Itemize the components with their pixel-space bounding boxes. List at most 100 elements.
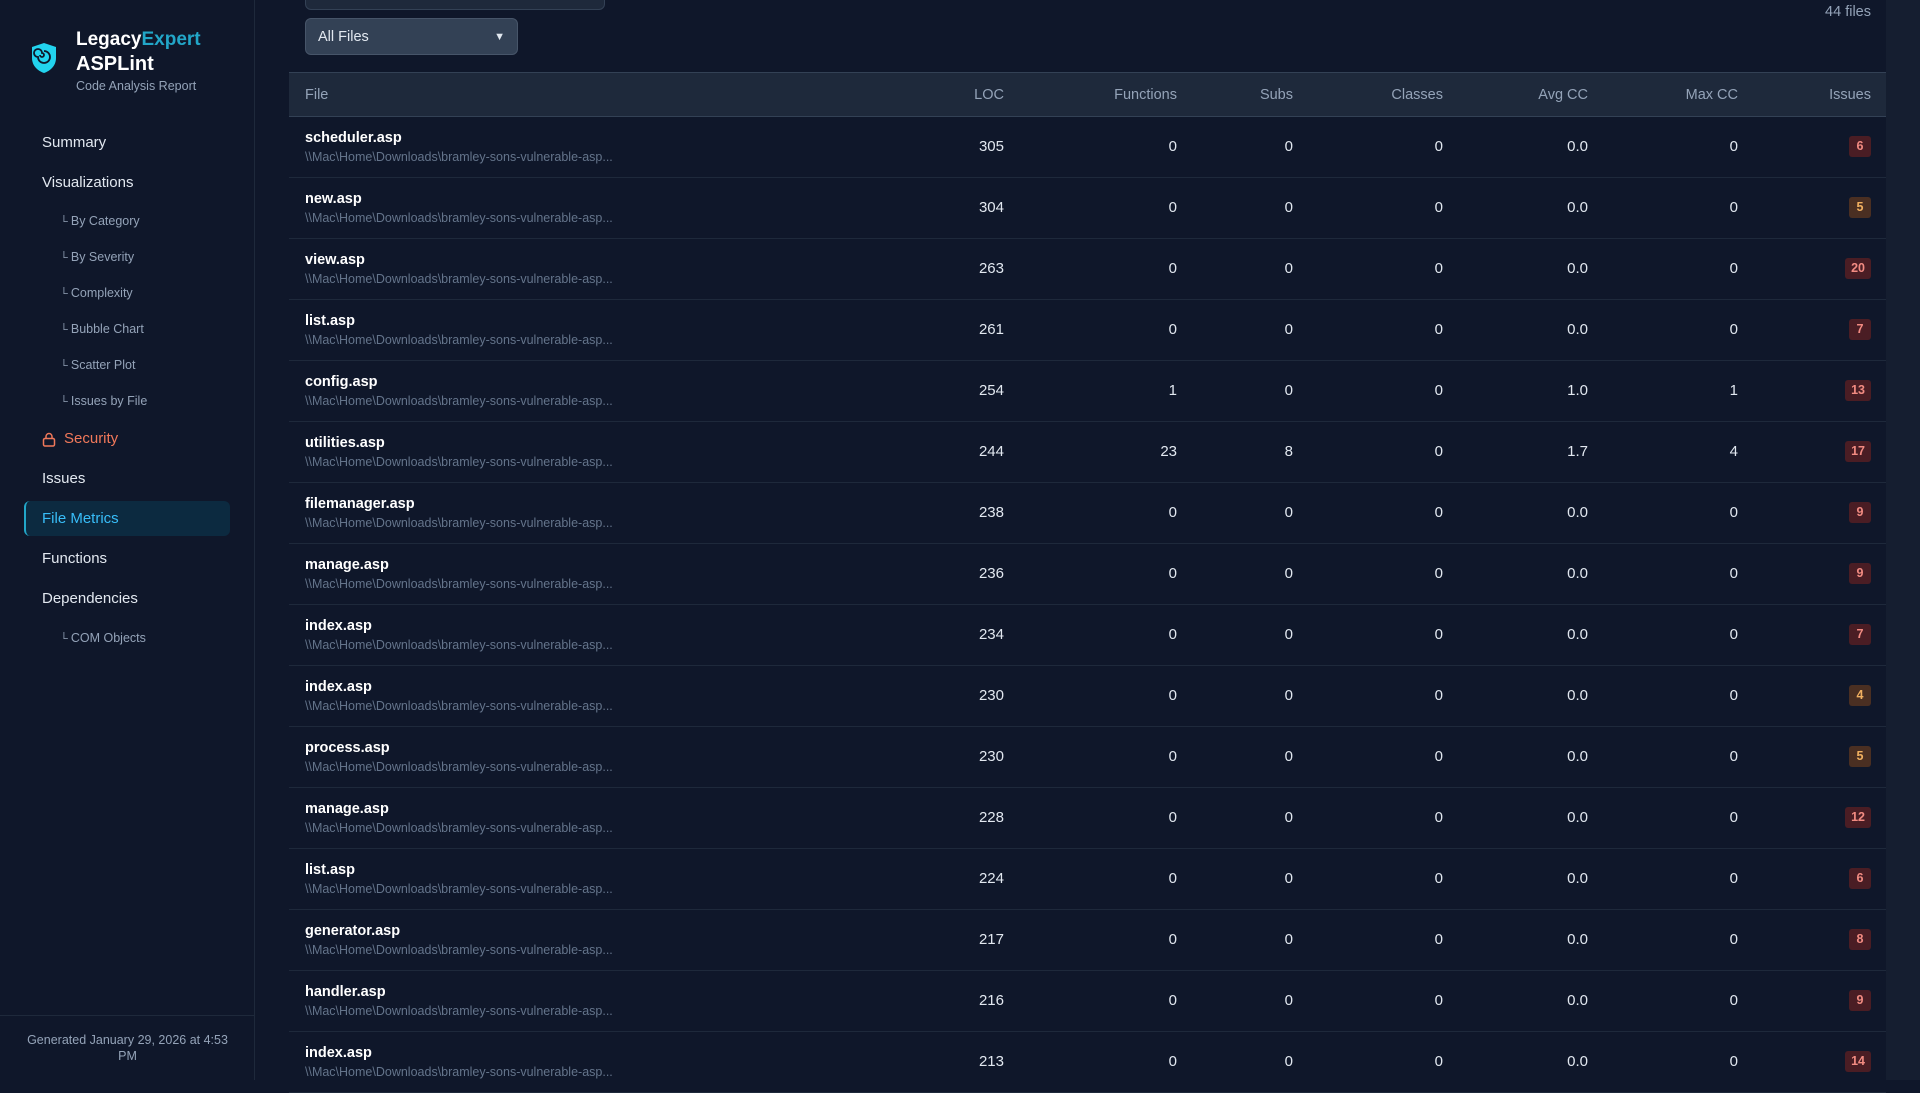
cell-functions: 0 (1168, 626, 1177, 643)
file-filter-select[interactable]: All Files ▼ (305, 18, 518, 55)
table-row[interactable]: list.asp \\Mac\Home\Downloads\bramley-son… (289, 300, 1886, 361)
cell-classes: 0 (1434, 565, 1443, 582)
col-functions[interactable]: Functions (1114, 87, 1177, 103)
file-count: 44 files (1825, 4, 1871, 20)
cell-loc: 224 (978, 870, 1004, 887)
table-row[interactable]: config.asp \\Mac\Home\Downloads\bramley-s… (289, 361, 1886, 422)
brand-subtitle: Code Analysis Report (76, 79, 197, 93)
cell-classes: 0 (1434, 931, 1443, 948)
file-name: config.asp (305, 374, 378, 390)
cell-subs: 0 (1284, 809, 1293, 826)
cell-max-cc: 0 (1729, 1053, 1738, 1070)
cell-classes: 0 (1434, 992, 1443, 1009)
table-row[interactable]: index.asp \\Mac\Home\Downloads\bramley-so… (289, 666, 1886, 727)
nav-issues-by-file[interactable]: Issues by File (60, 393, 147, 410)
issues-badge: 8 (1849, 929, 1871, 950)
cell-loc: 305 (978, 138, 1004, 155)
lock-icon (42, 432, 56, 447)
cell-loc: 230 (978, 687, 1004, 704)
scrollbar[interactable] (1886, 0, 1920, 1080)
cell-subs: 0 (1284, 504, 1293, 521)
table-row[interactable]: view.asp \\Mac\Home\Downloads\bramley-son… (289, 239, 1886, 300)
cell-subs: 0 (1284, 382, 1293, 399)
nav-dependencies[interactable]: Dependencies (42, 590, 138, 607)
cell-subs: 0 (1284, 931, 1293, 948)
cell-subs: 0 (1284, 565, 1293, 582)
cell-classes: 0 (1434, 870, 1443, 887)
col-issues[interactable]: Issues (1829, 87, 1871, 103)
table-row[interactable]: index.asp \\Mac\Home\Downloads\bramley-so… (289, 605, 1886, 666)
col-classes[interactable]: Classes (1391, 87, 1443, 103)
cell-functions: 0 (1168, 321, 1177, 338)
chevron-down-icon: ▼ (494, 30, 505, 43)
table-row[interactable]: index.asp \\Mac\Home\Downloads\bramley-so… (289, 1032, 1886, 1093)
issues-badge: 9 (1849, 563, 1871, 584)
cell-max-cc: 0 (1729, 687, 1738, 704)
table-row[interactable]: new.asp \\Mac\Home\Downloads\bramley-sons… (289, 178, 1886, 239)
issues-badge: 6 (1849, 136, 1871, 157)
col-max-cc[interactable]: Max CC (1685, 87, 1738, 103)
nav-issues[interactable]: Issues (42, 470, 86, 487)
cell-classes: 0 (1434, 321, 1443, 338)
table-row[interactable]: scheduler.asp \\Mac\Home\Downloads\bramle… (289, 117, 1886, 178)
cell-loc: 261 (978, 321, 1004, 338)
cell-loc: 213 (978, 1053, 1004, 1070)
file-path: \\Mac\Home\Downloads\bramley-sons-vulner… (305, 699, 613, 713)
cell-avg-cc: 1.0 (1567, 382, 1588, 399)
col-subs[interactable]: Subs (1259, 87, 1293, 103)
cell-max-cc: 0 (1729, 321, 1738, 338)
table-row[interactable]: process.asp \\Mac\Home\Downloads\bramley-… (289, 727, 1886, 788)
cell-functions: 0 (1168, 1053, 1177, 1070)
nav-by-severity[interactable]: By Severity (60, 249, 134, 266)
search-input[interactable] (305, 0, 605, 10)
file-path: \\Mac\Home\Downloads\bramley-sons-vulner… (305, 1004, 613, 1018)
table-row[interactable]: handler.asp \\Mac\Home\Downloads\bramley-… (289, 971, 1886, 1032)
cell-subs: 0 (1284, 748, 1293, 765)
cell-loc: 217 (978, 931, 1004, 948)
cell-max-cc: 0 (1729, 260, 1738, 277)
nav-complexity[interactable]: Complexity (60, 285, 133, 302)
nav-by-category[interactable]: By Category (60, 213, 140, 230)
nav-visualizations[interactable]: Visualizations (42, 174, 134, 191)
table-row[interactable]: manage.asp \\Mac\Home\Downloads\bramley-s… (289, 788, 1886, 849)
cell-max-cc: 0 (1729, 809, 1738, 826)
nav-file-metrics[interactable]: File Metrics (42, 510, 119, 527)
cell-max-cc: 0 (1729, 565, 1738, 582)
col-file[interactable]: File (305, 87, 329, 103)
nav-security[interactable]: Security (42, 430, 118, 448)
file-name: handler.asp (305, 984, 386, 1000)
table-row[interactable]: filemanager.asp \\Mac\Home\Downloads\bram… (289, 483, 1886, 544)
table-row[interactable]: utilities.asp \\Mac\Home\Downloads\bramle… (289, 422, 1886, 483)
nav-com-objects[interactable]: COM Objects (60, 630, 146, 647)
cell-avg-cc: 0.0 (1567, 138, 1588, 155)
file-filter-value: All Files (318, 28, 369, 45)
cell-functions: 0 (1168, 504, 1177, 521)
cell-loc: 238 (978, 504, 1004, 521)
cell-classes: 0 (1434, 626, 1443, 643)
file-path: \\Mac\Home\Downloads\bramley-sons-vulner… (305, 943, 613, 957)
cell-subs: 8 (1284, 443, 1293, 460)
file-path: \\Mac\Home\Downloads\bramley-sons-vulner… (305, 211, 613, 225)
nav-scatter-plot[interactable]: Scatter Plot (60, 357, 136, 374)
col-loc[interactable]: LOC (974, 87, 1004, 103)
nav-bubble-chart[interactable]: Bubble Chart (60, 321, 144, 338)
cell-functions: 0 (1168, 748, 1177, 765)
issues-badge: 17 (1845, 441, 1871, 462)
file-name: index.asp (305, 1045, 372, 1061)
table-row[interactable]: manage.asp \\Mac\Home\Downloads\bramley-s… (289, 544, 1886, 605)
nav-summary[interactable]: Summary (42, 134, 107, 151)
cell-max-cc: 0 (1729, 870, 1738, 887)
cell-classes: 0 (1434, 1053, 1443, 1070)
file-name: utilities.asp (305, 435, 385, 451)
cell-functions: 23 (1160, 443, 1177, 460)
nav-functions[interactable]: Functions (42, 550, 108, 567)
cell-subs: 0 (1284, 199, 1293, 216)
sidebar: LegacyExpert ASPLint Code Analysis Repor… (0, 0, 255, 1080)
cell-functions: 0 (1168, 809, 1177, 826)
table-row[interactable]: list.asp \\Mac\Home\Downloads\bramley-son… (289, 849, 1886, 910)
cell-loc: 236 (978, 565, 1004, 582)
col-avg-cc[interactable]: Avg CC (1538, 87, 1588, 103)
table-row[interactable]: generator.asp \\Mac\Home\Downloads\bramle… (289, 910, 1886, 971)
cell-functions: 0 (1168, 870, 1177, 887)
nav-active-highlight (24, 501, 230, 536)
